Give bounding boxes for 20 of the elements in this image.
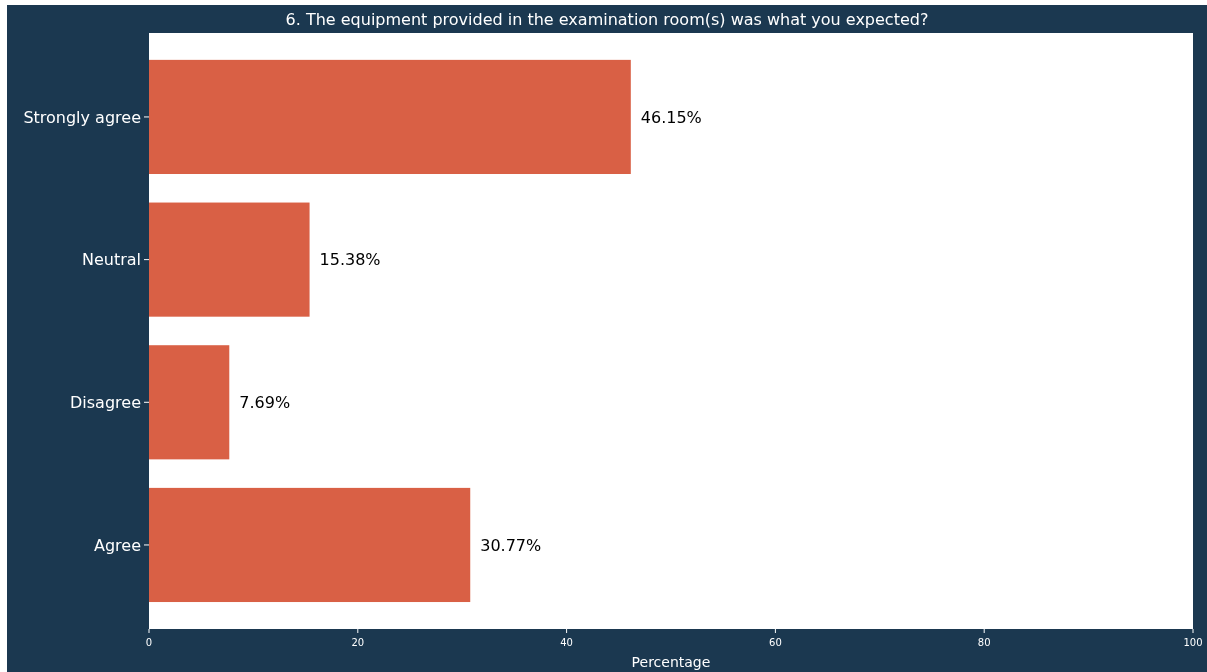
bar xyxy=(149,59,631,175)
bar xyxy=(149,202,310,317)
data-label: 7.69% xyxy=(239,392,291,412)
chart-title: 6. The equipment provided in the examination room(s) was what you expected? xyxy=(285,10,929,29)
y-tick-label: Disagree xyxy=(70,392,141,412)
y-tick-label: Agree xyxy=(93,535,141,555)
x-tick-label: 100 xyxy=(1183,637,1203,648)
bar xyxy=(149,345,230,460)
y-tick-label: Strongly agree xyxy=(23,107,141,127)
bar xyxy=(149,487,471,603)
data-label: 46.15% xyxy=(640,107,702,127)
x-tick-label: 60 xyxy=(769,637,782,648)
x-tick-label: 40 xyxy=(560,637,573,648)
x-tick-label: 80 xyxy=(977,637,991,648)
data-label: 30.77% xyxy=(480,535,542,555)
y-tick-label: Neutral xyxy=(81,250,141,270)
x-axis-title: Percentage xyxy=(631,654,711,670)
data-label: 15.38% xyxy=(319,250,381,270)
x-tick-label: 20 xyxy=(351,637,365,648)
x-tick-label: 0 xyxy=(145,637,153,648)
